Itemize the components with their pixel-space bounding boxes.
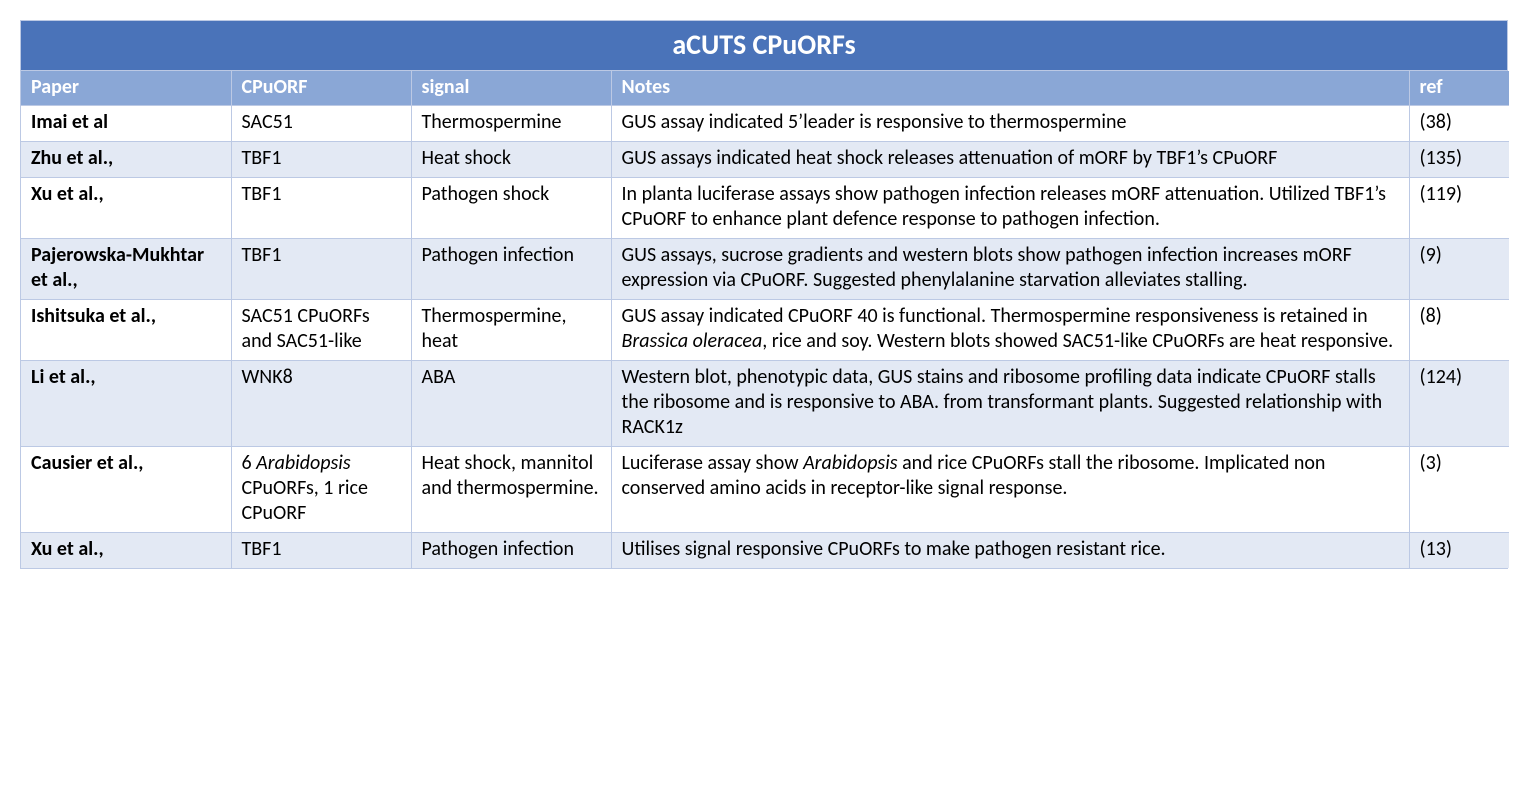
cell-notes: Luciferase assay show Arabidopsis and ri… (611, 447, 1409, 533)
cell-notes: In planta luciferase assays show pathoge… (611, 178, 1409, 239)
table-title: aCUTS CPuORFs (21, 21, 1507, 71)
cell-ref: (9) (1409, 239, 1509, 300)
cell-notes: GUS assay indicated CPuORF 40 is functio… (611, 300, 1409, 361)
cell-paper: Xu et al., (21, 533, 231, 569)
cpuorf-table: Paper CPuORF signal Notes ref Imai et al… (21, 71, 1509, 568)
cell-signal: Pathogen infection (411, 533, 611, 569)
cell-cpuorf: WNK8 (231, 361, 411, 447)
cell-signal: Heat shock (411, 142, 611, 178)
cell-paper: Imai et al (21, 106, 231, 142)
cell-paper: Zhu et al., (21, 142, 231, 178)
cell-ref: (124) (1409, 361, 1509, 447)
cell-notes: GUS assays, sucrose gradients and wester… (611, 239, 1409, 300)
cell-notes: GUS assays indicated heat shock releases… (611, 142, 1409, 178)
cell-ref: (8) (1409, 300, 1509, 361)
table-row: Xu et al.,TBF1Pathogen shockIn planta lu… (21, 178, 1509, 239)
cell-paper: Xu et al., (21, 178, 231, 239)
cell-ref: (119) (1409, 178, 1509, 239)
cell-cpuorf: TBF1 (231, 178, 411, 239)
table-row: Imai et alSAC51ThermospermineGUS assay i… (21, 106, 1509, 142)
table-body: Imai et alSAC51ThermospermineGUS assay i… (21, 106, 1509, 569)
cell-notes: Utilises signal responsive CPuORFs to ma… (611, 533, 1409, 569)
cell-ref: (3) (1409, 447, 1509, 533)
cell-signal: ABA (411, 361, 611, 447)
cell-notes: GUS assay indicated 5’leader is responsi… (611, 106, 1409, 142)
cell-ref: (38) (1409, 106, 1509, 142)
cell-paper: Causier et al., (21, 447, 231, 533)
cell-paper: Pajerowska-Mukhtar et al., (21, 239, 231, 300)
cell-cpuorf: SAC51 (231, 106, 411, 142)
cell-notes: Western blot, phenotypic data, GUS stain… (611, 361, 1409, 447)
cell-cpuorf: 6 Arabidopsis CPuORFs, 1 rice CPuORF (231, 447, 411, 533)
cell-ref: (135) (1409, 142, 1509, 178)
cell-signal: Thermospermine (411, 106, 611, 142)
cell-signal: Pathogen infection (411, 239, 611, 300)
col-header-notes: Notes (611, 71, 1409, 106)
table-row: Zhu et al.,TBF1Heat shockGUS assays indi… (21, 142, 1509, 178)
table-row: Ishitsuka et al.,SAC51 CPuORFs and SAC51… (21, 300, 1509, 361)
cell-cpuorf: TBF1 (231, 142, 411, 178)
cell-cpuorf: TBF1 (231, 533, 411, 569)
col-header-signal: signal (411, 71, 611, 106)
cell-cpuorf: TBF1 (231, 239, 411, 300)
table-row: Li et al.,WNK8ABAWestern blot, phenotypi… (21, 361, 1509, 447)
cpuorf-table-container: aCUTS CPuORFs Paper CPuORF signal Notes … (20, 20, 1508, 569)
cell-paper: Li et al., (21, 361, 231, 447)
cell-paper: Ishitsuka et al., (21, 300, 231, 361)
cell-signal: Pathogen shock (411, 178, 611, 239)
cell-signal: Heat shock, mannitol and thermospermine. (411, 447, 611, 533)
cell-ref: (13) (1409, 533, 1509, 569)
cell-signal: Thermospermine, heat (411, 300, 611, 361)
table-row: Xu et al.,TBF1Pathogen infectionUtilises… (21, 533, 1509, 569)
col-header-ref: ref (1409, 71, 1509, 106)
col-header-paper: Paper (21, 71, 231, 106)
col-header-cpuorf: CPuORF (231, 71, 411, 106)
table-row: Pajerowska-Mukhtar et al.,TBF1Pathogen i… (21, 239, 1509, 300)
header-row: Paper CPuORF signal Notes ref (21, 71, 1509, 106)
table-row: Causier et al.,6 Arabidopsis CPuORFs, 1 … (21, 447, 1509, 533)
cell-cpuorf: SAC51 CPuORFs and SAC51-like (231, 300, 411, 361)
